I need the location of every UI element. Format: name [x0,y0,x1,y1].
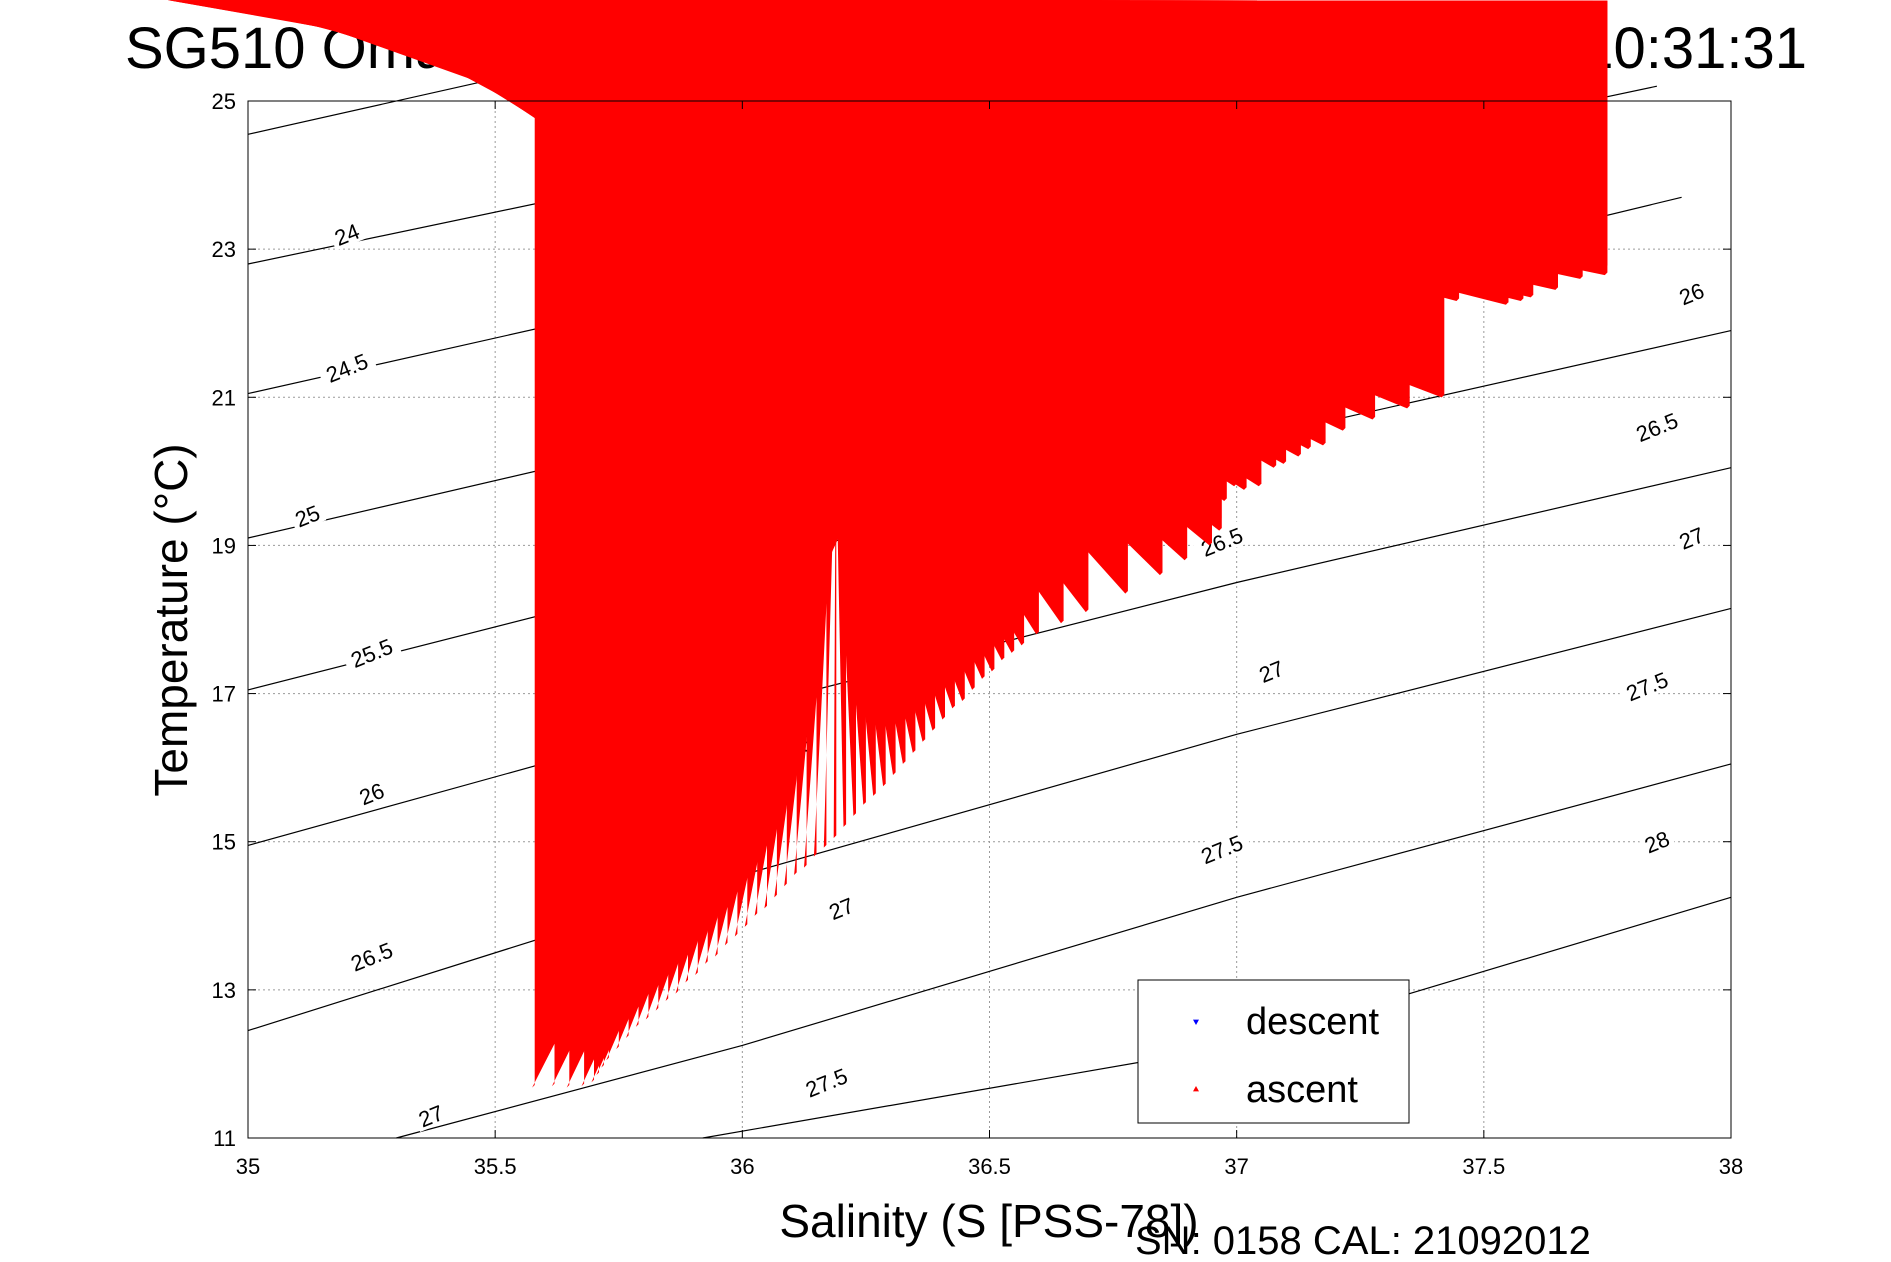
contour-label-knockout [340,933,402,978]
y-axis-label: Temperature (°C) [145,443,197,796]
x-axis-label: Salinity (S [PSS-78]) [779,1195,1198,1247]
contour-label-knockout [327,216,366,251]
y-tick-label: 23 [212,237,236,262]
legend-ascent-label: ascent [1246,1069,1358,1111]
data-points [167,0,1633,1088]
legend-descent-marker [1193,1019,1199,1025]
y-tick-label: 19 [212,533,236,558]
density-contour-27.5 [396,763,1732,1139]
x-tick-label: 35.5 [474,1154,517,1179]
y-tick-label: 25 [212,89,236,114]
y-tick-label: 11 [213,1126,236,1151]
legend-box [1137,979,1410,1124]
contour-label-knockout [351,775,391,810]
y-tick-label: 17 [212,682,236,707]
y-tick-label: 13 [212,978,236,1003]
contour-label-knockout [1190,519,1252,563]
contour-label-knockout [1190,826,1252,870]
contour-label-knockout [1671,275,1711,310]
contour-label-knockout [1616,663,1678,707]
axis-ticks: 35 35.5 36 36.5 37 37.5 38 11 13 15 17 19 21 23 25 [212,89,1744,1179]
x-tick-label: 36 [730,1154,754,1179]
contour-label-knockout [795,1059,857,1104]
y-tick-label: 15 [212,830,236,855]
legend-ascent-marker [1193,1086,1199,1092]
density-contour-27 [247,607,1732,1032]
density-contour-24 [247,78,496,135]
legend: descent ascent [1137,979,1410,1124]
contour-label-knockout [821,890,861,925]
instrument-footer: SN: 0158 CAL: 21092012 [1135,1219,1591,1262]
x-tick-label: 37 [1224,1154,1248,1179]
contour-label-knockout [411,1097,450,1132]
ascent-point [304,0,1509,305]
contour-label-knockout [1251,653,1291,688]
contour-label-knockout [1671,519,1711,555]
x-tick-label: 36.5 [968,1154,1011,1179]
x-tick-label: 38 [1719,1154,1743,1179]
y-tick-label: 21 [212,385,236,410]
x-tick-label: 37.5 [1462,1154,1505,1179]
legend-descent-label: descent [1246,1001,1380,1043]
contour-label-knockout [287,497,327,532]
x-tick-label: 35 [236,1154,260,1179]
contour-label-knockout [340,630,402,674]
contour-label-knockout [1626,404,1687,448]
contour-label-group: 27.5 [1616,663,1678,707]
contour-label-knockout [1637,823,1676,858]
contour-label-knockout [316,345,377,389]
